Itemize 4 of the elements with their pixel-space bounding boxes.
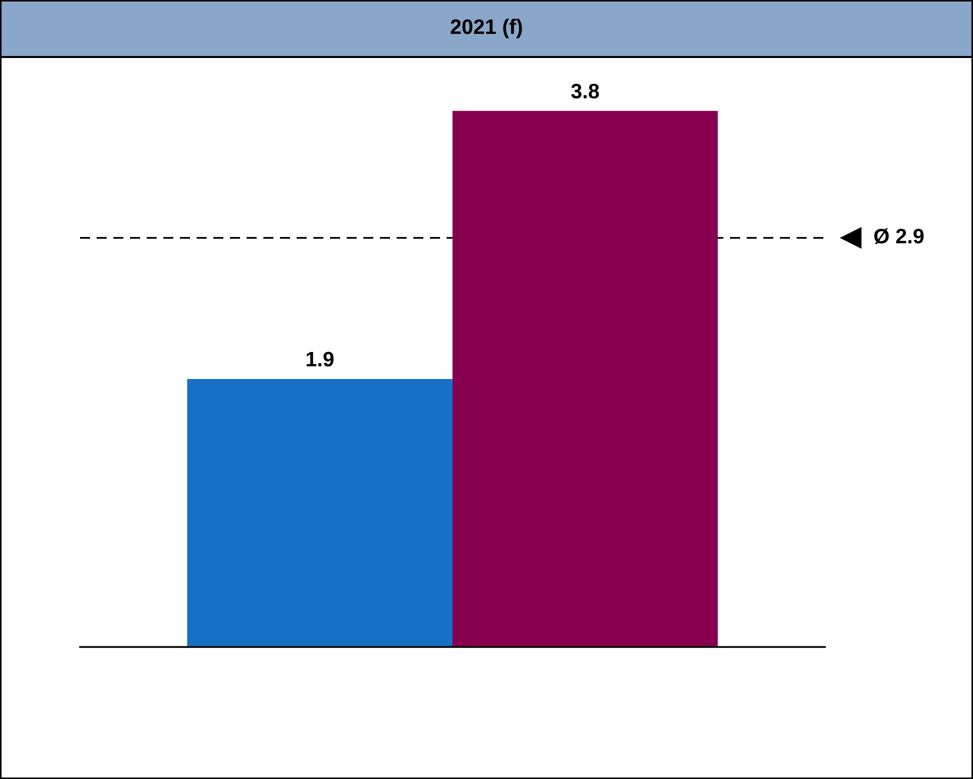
data-label: 1.9 [306, 352, 334, 367]
data-label: 3.8 [571, 84, 599, 99]
chart-title: 2021 (f) [450, 18, 522, 38]
ref-line-label: Ø 2.9 [874, 228, 924, 244]
